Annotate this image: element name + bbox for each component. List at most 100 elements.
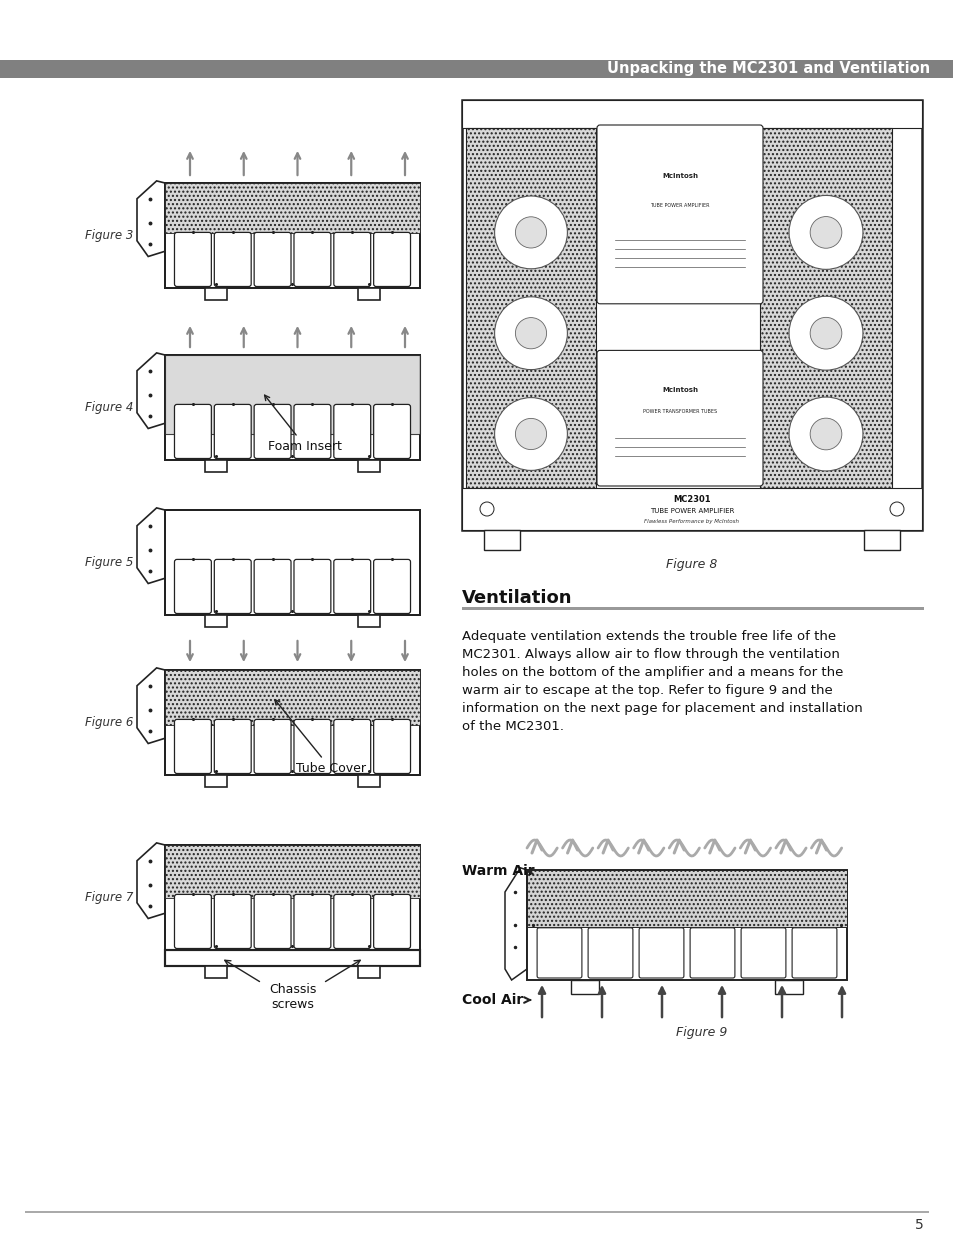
Polygon shape — [504, 868, 526, 981]
Text: Figure 9: Figure 9 — [676, 1026, 727, 1039]
Bar — [760, 128, 891, 488]
Bar — [165, 354, 419, 433]
Text: McIntosh: McIntosh — [661, 173, 698, 179]
Text: warm air to escape at the top. Refer to figure 9 and the: warm air to escape at the top. Refer to … — [461, 684, 832, 697]
Text: Figure 8: Figure 8 — [665, 558, 717, 571]
Bar — [165, 671, 419, 725]
Bar — [570, 981, 598, 994]
Bar — [357, 459, 379, 472]
Text: TUBE POWER AMPLIFIER: TUBE POWER AMPLIFIER — [649, 508, 734, 514]
Polygon shape — [137, 844, 165, 919]
FancyBboxPatch shape — [294, 559, 331, 614]
FancyBboxPatch shape — [174, 559, 212, 614]
Bar — [461, 100, 921, 530]
Bar — [461, 488, 921, 530]
Text: Warm Air: Warm Air — [461, 864, 534, 878]
FancyBboxPatch shape — [214, 720, 251, 773]
Circle shape — [889, 501, 903, 516]
FancyBboxPatch shape — [294, 232, 331, 287]
Text: MC2301: MC2301 — [673, 495, 710, 504]
Text: Figure 5: Figure 5 — [85, 556, 133, 569]
Circle shape — [494, 296, 567, 369]
Bar — [483, 530, 519, 550]
Polygon shape — [137, 353, 165, 429]
FancyBboxPatch shape — [597, 351, 762, 487]
Bar — [357, 776, 379, 787]
Circle shape — [494, 398, 567, 471]
FancyBboxPatch shape — [253, 404, 291, 458]
Bar — [357, 615, 379, 627]
FancyBboxPatch shape — [334, 404, 371, 458]
Circle shape — [809, 317, 841, 350]
FancyBboxPatch shape — [334, 232, 371, 287]
Bar — [205, 966, 227, 978]
Text: Cool Air: Cool Air — [461, 993, 522, 1007]
Bar — [357, 966, 379, 978]
Text: Figure 6: Figure 6 — [85, 716, 133, 729]
Bar — [165, 183, 419, 288]
FancyBboxPatch shape — [374, 559, 410, 614]
Polygon shape — [137, 180, 165, 257]
Bar — [205, 615, 227, 627]
Bar — [25, 1210, 928, 1213]
Text: Chassis
screws: Chassis screws — [269, 983, 315, 1011]
Circle shape — [515, 217, 546, 248]
Bar — [165, 845, 419, 898]
FancyBboxPatch shape — [791, 927, 836, 978]
Text: Foam Insert: Foam Insert — [264, 395, 342, 453]
Text: MC2301. Always allow air to flow through the ventilation: MC2301. Always allow air to flow through… — [461, 648, 839, 661]
FancyBboxPatch shape — [639, 927, 683, 978]
FancyBboxPatch shape — [214, 232, 251, 287]
Bar — [165, 510, 419, 615]
Text: Flawless Performance by McIntosh: Flawless Performance by McIntosh — [644, 519, 739, 524]
FancyBboxPatch shape — [174, 232, 212, 287]
FancyBboxPatch shape — [253, 894, 291, 948]
Circle shape — [809, 216, 841, 248]
FancyBboxPatch shape — [214, 404, 251, 458]
Text: POWER TRANSFORMER TUBES: POWER TRANSFORMER TUBES — [642, 409, 717, 414]
Circle shape — [809, 419, 841, 450]
FancyBboxPatch shape — [334, 894, 371, 948]
Text: Unpacking the MC2301 and Ventilation: Unpacking the MC2301 and Ventilation — [606, 62, 929, 77]
Text: McIntosh: McIntosh — [661, 387, 698, 393]
FancyBboxPatch shape — [374, 232, 410, 287]
FancyBboxPatch shape — [597, 125, 762, 304]
Circle shape — [515, 317, 546, 348]
Bar — [165, 845, 419, 950]
Bar — [165, 183, 419, 233]
FancyBboxPatch shape — [374, 720, 410, 773]
Circle shape — [494, 196, 567, 269]
FancyBboxPatch shape — [294, 894, 331, 948]
Bar — [465, 128, 596, 488]
FancyBboxPatch shape — [214, 559, 251, 614]
Bar — [205, 288, 227, 300]
Bar — [526, 869, 846, 981]
FancyBboxPatch shape — [253, 559, 291, 614]
Bar — [205, 459, 227, 472]
Text: Figure 7: Figure 7 — [85, 890, 133, 904]
Bar — [357, 288, 379, 300]
Bar — [205, 776, 227, 787]
Bar — [165, 671, 419, 776]
Circle shape — [788, 195, 862, 269]
Bar — [461, 606, 923, 610]
FancyBboxPatch shape — [374, 404, 410, 458]
Text: information on the next page for placement and installation: information on the next page for placeme… — [461, 701, 862, 715]
Bar — [165, 354, 419, 459]
Circle shape — [788, 396, 862, 471]
FancyBboxPatch shape — [294, 720, 331, 773]
FancyBboxPatch shape — [174, 894, 212, 948]
Text: of the MC2301.: of the MC2301. — [461, 720, 563, 734]
Bar — [165, 950, 419, 966]
Text: TUBE POWER AMPLIFIER: TUBE POWER AMPLIFIER — [650, 204, 709, 209]
Bar — [526, 869, 846, 927]
Bar — [775, 981, 802, 994]
FancyBboxPatch shape — [740, 927, 785, 978]
Text: Figure 4: Figure 4 — [85, 401, 133, 414]
Polygon shape — [137, 508, 165, 583]
Polygon shape — [137, 668, 165, 743]
Text: Tube Cover: Tube Cover — [274, 699, 365, 776]
FancyBboxPatch shape — [587, 927, 632, 978]
Bar — [0, 61, 953, 78]
Text: Figure 3: Figure 3 — [85, 228, 133, 242]
